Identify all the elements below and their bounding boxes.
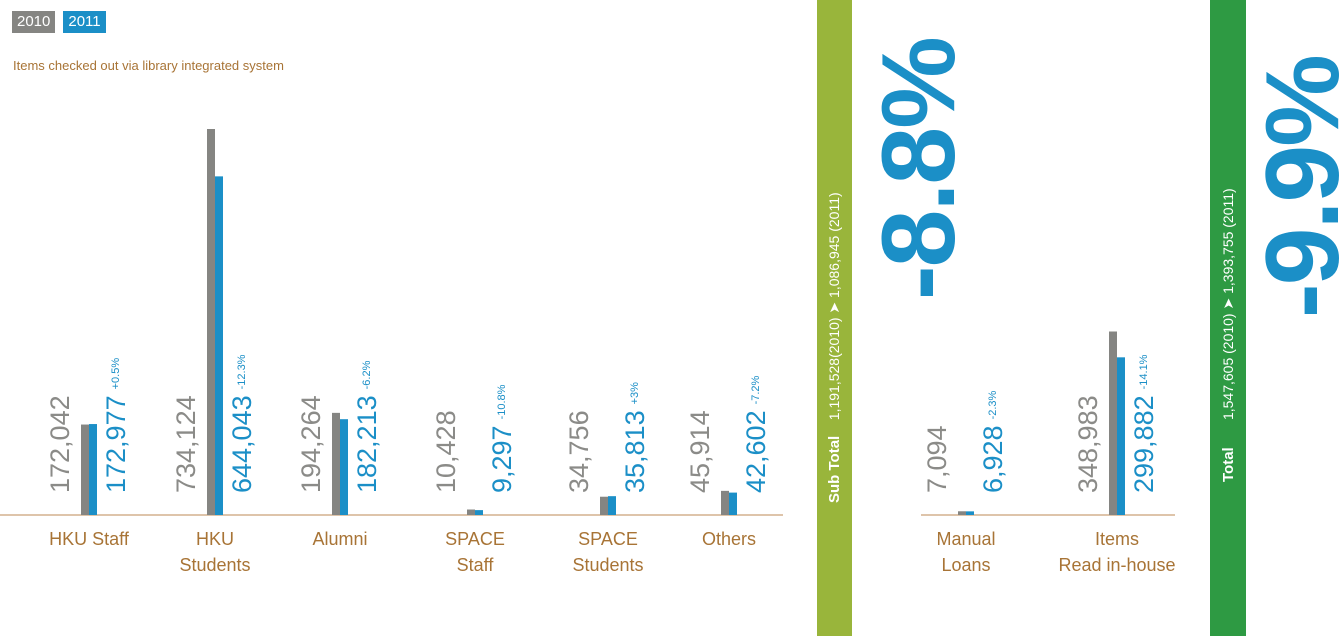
bar-2011-space-staff <box>475 510 483 515</box>
value-2010-space-students: 34,756 <box>564 410 594 493</box>
category-label-space-staff: SPACE <box>445 529 505 549</box>
category-label-manual-loans: Loans <box>941 555 990 575</box>
legend-2010: 2010 <box>12 11 56 33</box>
category-label-others: Others <box>702 529 756 549</box>
change-space-students: +3% <box>629 382 641 405</box>
bar-2010-alumni <box>332 412 340 515</box>
bar-2011-manual-loans <box>966 511 974 515</box>
category-label-hku-students: HKU <box>196 529 234 549</box>
bar-2011-hku-staff <box>89 424 97 515</box>
category-label-hku-staff: HKU Staff <box>49 529 130 549</box>
total-percent: -9.9% <box>1245 56 1341 318</box>
bar-2011-items-read-in-house <box>1117 357 1125 515</box>
bar-2011-hku-students <box>215 176 223 515</box>
category-label-hku-students: Students <box>179 555 250 575</box>
total-strip-text: Total 1,547,605 (2010) ➤ 1,393,755 (2011… <box>1220 188 1237 482</box>
bar-2010-others <box>721 490 729 515</box>
change-manual-loans: -2.3% <box>987 390 999 419</box>
category-label-alumni: Alumni <box>312 529 367 549</box>
total-strip <box>1210 0 1246 636</box>
change-hku-staff: +0.5% <box>110 358 122 390</box>
bar-2011-space-students <box>608 496 616 515</box>
legend-2011: 2011 <box>63 11 106 33</box>
legend: 2010 2011 <box>12 11 106 33</box>
subtotal-values: 1,191,528(2010) ➤ 1,086,945 (2011) <box>826 192 842 421</box>
value-2011-hku-students: 644,043 <box>227 395 257 493</box>
total-label: Total <box>1220 447 1237 482</box>
bar-2010-items-read-in-house <box>1109 331 1117 515</box>
bar-2011-alumni <box>340 419 348 515</box>
change-space-staff: -10.8% <box>496 384 508 419</box>
change-others: -7.2% <box>750 375 762 404</box>
value-2010-hku-staff: 172,042 <box>45 395 75 493</box>
subtotal-percent: -8.8% <box>861 38 977 300</box>
bar-2010-hku-students <box>207 129 215 515</box>
value-2010-hku-students: 734,124 <box>171 395 201 493</box>
value-2010-alumni: 194,264 <box>296 395 326 493</box>
subtotal-strip-text: Sub Total 1,191,528(2010) ➤ 1,086,945 (2… <box>826 192 843 503</box>
bar-2010-space-staff <box>467 509 475 515</box>
value-2011-space-staff: 9,297 <box>487 425 517 493</box>
category-label-items-read-in-house: Read in-house <box>1058 555 1175 575</box>
bar-2010-manual-loans <box>958 511 966 515</box>
value-2010-others: 45,914 <box>685 410 715 493</box>
category-label-space-students: SPACE <box>578 529 638 549</box>
total-values: 1,547,605 (2010) ➤ 1,393,755 (2011) <box>1220 188 1236 421</box>
change-items-read-in-house: -14.1% <box>1138 354 1150 389</box>
category-label-space-staff: Staff <box>457 555 495 575</box>
chart-subtitle: Items checked out via library integrated… <box>13 58 284 73</box>
value-2011-manual-loans: 6,928 <box>978 425 1008 493</box>
bar-2010-hku-staff <box>81 424 89 515</box>
change-hku-students: -12.3% <box>236 354 248 389</box>
value-2010-items-read-in-house: 348,983 <box>1073 395 1103 493</box>
value-2011-hku-staff: 172,977 <box>101 395 131 493</box>
value-2010-manual-loans: 7,094 <box>922 425 952 493</box>
category-label-items-read-in-house: Items <box>1095 529 1139 549</box>
value-2011-alumni: 182,213 <box>352 395 382 493</box>
value-2011-items-read-in-house: 299,882 <box>1129 395 1159 493</box>
category-label-manual-loans: Manual <box>936 529 995 549</box>
bar-2010-space-students <box>600 496 608 515</box>
value-2010-space-staff: 10,428 <box>431 410 461 493</box>
value-2011-others: 42,602 <box>741 410 771 493</box>
change-alumni: -6.2% <box>361 360 373 389</box>
subtotal-strip <box>817 0 852 636</box>
category-label-space-students: Students <box>572 555 643 575</box>
bar-2011-others <box>729 492 737 515</box>
subtotal-label: Sub Total <box>826 435 843 503</box>
value-2011-space-students: 35,813 <box>620 410 650 493</box>
